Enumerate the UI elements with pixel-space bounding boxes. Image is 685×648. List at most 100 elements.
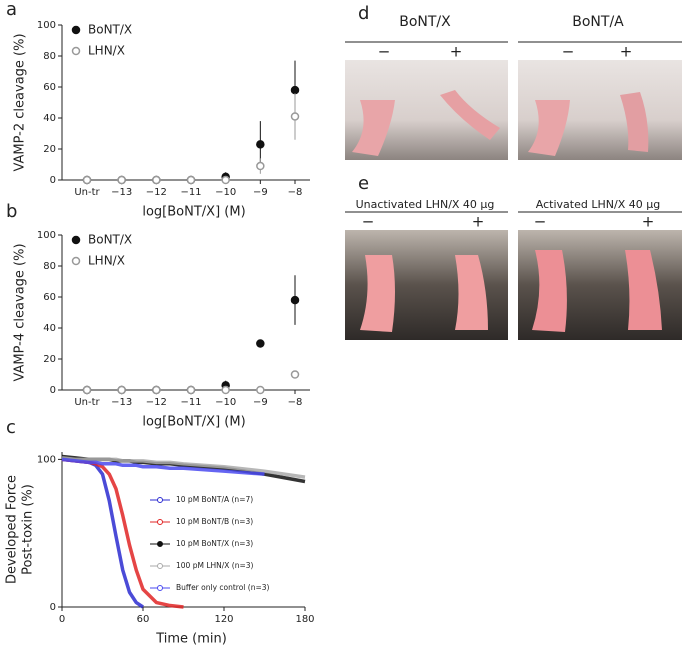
marker [186, 175, 196, 185]
legend-marker [157, 497, 163, 503]
sign: − [534, 213, 547, 231]
marker [117, 385, 126, 395]
photo-caption: Activated LHN/X 40 µg [536, 198, 660, 211]
legend-label: BoNT/X [88, 23, 132, 37]
marker [256, 140, 265, 149]
series-line [61, 457, 144, 609]
x-tick-label: −12 [146, 187, 167, 198]
series-line [61, 456, 306, 479]
legend-label: LHN/X [88, 254, 125, 268]
x-axis-label: Time (min) [155, 632, 227, 647]
marker [221, 385, 230, 395]
legend-label: 10 pM BoNT/B (n=3) [176, 517, 253, 526]
sign: + [620, 43, 633, 61]
y-tick-label: 100 [37, 20, 56, 31]
legend-marker [157, 541, 163, 547]
x-tick-label: −9 [253, 187, 268, 198]
y-axis-label: Developed Force [5, 475, 20, 584]
panel-label: c [6, 417, 16, 438]
marker [82, 175, 92, 185]
marker [152, 385, 161, 395]
y-tick-label: 20 [43, 354, 56, 365]
photo [345, 230, 508, 340]
marker [290, 112, 300, 121]
photo-caption: Unactivated LHN/X 40 µg [356, 198, 495, 211]
photo-caption: BoNT/X [399, 14, 451, 30]
legend-marker [157, 563, 163, 569]
legend-marker [157, 585, 163, 591]
panel-label: b [6, 201, 17, 222]
x-tick-label: 0 [59, 614, 65, 625]
x-tick-label: −9 [253, 397, 268, 408]
sign: + [450, 43, 463, 61]
x-tick-label: −8 [288, 187, 303, 198]
y-axis-label: VAMP-4 cleavage (%) [13, 243, 28, 381]
y-axis-label: VAMP-2 cleavage (%) [13, 33, 28, 171]
marker [82, 385, 92, 395]
marker [117, 175, 126, 185]
x-tick-label: −10 [215, 397, 236, 408]
photo [518, 60, 682, 160]
legend-marker [71, 25, 81, 35]
y-tick-label: 100 [37, 230, 56, 241]
marker [221, 175, 230, 185]
sign: − [362, 213, 375, 231]
y-tick-label: 20 [43, 144, 56, 155]
x-tick-label: −13 [111, 397, 132, 408]
legend-label: 10 pM BoNT/A (n=7) [176, 495, 253, 504]
sign: + [642, 213, 655, 231]
marker [256, 385, 265, 395]
y-tick-label: 0 [50, 175, 56, 186]
x-tick-label: −11 [180, 187, 201, 198]
series-line [61, 457, 265, 476]
y-tick-label: 60 [43, 82, 56, 93]
y-tick-label: 80 [43, 261, 56, 272]
legend-label: 100 pM LHN/X (n=3) [176, 561, 254, 570]
legend-label: BoNT/X [88, 233, 132, 247]
photo [518, 230, 682, 340]
panel-label: d [358, 3, 369, 24]
series-line [61, 457, 184, 609]
legend-marker [71, 256, 81, 266]
legend-label: 10 pM BoNT/X (n=3) [176, 539, 253, 548]
marker [290, 370, 300, 379]
y-axis-label: Post-toxin (%) [21, 484, 36, 575]
photo-caption: BoNT/A [572, 14, 624, 30]
x-tick-label: −8 [288, 397, 303, 408]
sign: − [378, 43, 391, 61]
legend-marker [71, 46, 81, 56]
legend-marker [71, 235, 81, 245]
x-tick-label: 60 [137, 614, 150, 625]
panel-label: e [358, 173, 369, 194]
legend-label: Buffer only control (n=3) [176, 583, 270, 592]
x-axis-label: log[BoNT/X] (M) [142, 415, 245, 430]
marker [186, 385, 196, 395]
legend-marker [157, 519, 163, 525]
y-tick-label: 40 [43, 323, 56, 334]
y-tick-label: 0 [50, 602, 56, 613]
y-tick-label: 40 [43, 113, 56, 124]
x-tick-label: −12 [146, 397, 167, 408]
y-tick-label: 0 [50, 385, 56, 396]
x-tick-label: 120 [214, 614, 233, 625]
marker [290, 85, 300, 95]
x-tick-label: −13 [111, 187, 132, 198]
x-tick-label: Un-tr [74, 187, 100, 198]
marker [290, 295, 300, 305]
marker [256, 161, 265, 171]
y-tick-label: 60 [43, 292, 56, 303]
y-tick-label: 100 [37, 454, 56, 465]
x-tick-label: 180 [295, 614, 314, 625]
y-tick-label: 80 [43, 51, 56, 62]
legend-label: LHN/X [88, 44, 125, 58]
x-tick-label: Un-tr [74, 397, 100, 408]
x-tick-label: −11 [180, 397, 201, 408]
marker [152, 175, 161, 185]
photo [345, 60, 508, 160]
x-axis-label: log[BoNT/X] (M) [142, 205, 245, 220]
x-tick-label: −10 [215, 187, 236, 198]
panel-label: a [6, 0, 17, 20]
sign: − [562, 43, 575, 61]
marker [256, 339, 265, 348]
